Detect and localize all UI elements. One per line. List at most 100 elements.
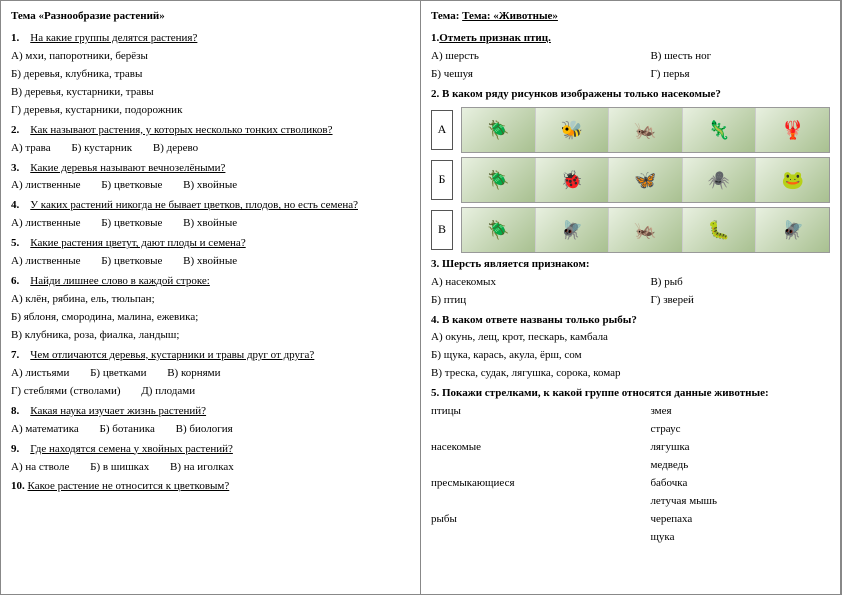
q7: 7. Чем отличаются деревья, кустарники и … [11,348,410,364]
rq4-prompt: В каком ответе названы только рыбы? [442,314,637,326]
row-b-strip: 🪲 🐞 🦋 🕷️ 🐸 [461,157,830,203]
rq3-a: А) насекомых [431,275,650,291]
match-row: щука [431,530,830,546]
rq1-row2: Б) чешуя Г) перья [431,67,830,83]
rq1-d: Г) перья [650,67,830,83]
match-left: птицы [431,404,650,420]
q8-prompt: Какая наука изучает жизнь растений? [30,405,206,417]
q7-prompt: Чем отличаются деревья, кустарники и тра… [30,349,314,361]
q10-num: 10. [11,480,25,492]
rq1: 1.Отметь признак птиц. [431,31,830,47]
q2-a: А) трава [11,142,51,154]
q8-c: В) биология [176,423,233,435]
q5-num: 5. [11,237,19,249]
match-row: медведь [431,458,830,474]
q9: 9. Где находятся семена у хвойных растен… [11,442,410,458]
rq3-num: 3. [431,258,439,270]
match-row: рыбычерепаха [431,512,830,528]
match-row: летучая мышь [431,494,830,510]
q2: 2. Как называют растения, у которых неск… [11,123,410,139]
row-c-label: В [431,210,453,250]
right-title-text: Тема: «Животные» [462,10,558,22]
q9-opts: А) на стволе Б) в шишках В) на иголках [11,460,410,476]
q4-prompt: У каких растений никогда не бывает цветк… [30,199,358,211]
q6: 6. Найди лишнее слово в каждой строке: [11,274,410,290]
insect-icon: 🕷️ [683,158,757,202]
row-a-label: А [431,110,453,150]
q7-a: А) листьями [11,367,69,379]
insect-icon: 🪰 [756,208,829,252]
rq4-num: 4. [431,314,439,326]
q3-num: 3. [11,162,19,174]
q4: 4. У каких растений никогда не бывает цв… [11,198,410,214]
rq2: 2. В каком ряду рисунков изображены толь… [431,87,830,103]
q9-prompt: Где находятся семена у хвойных растений? [30,443,233,455]
insect-icon: 🦗 [609,208,683,252]
q1-b: Б) деревья, клубника, травы [11,67,410,83]
q4-opts: А) лиственные Б) цветковые В) хвойные [11,216,410,232]
q5: 5. Какие растения цветут, дают плоды и с… [11,236,410,252]
q3-a: А) лиственные [11,179,80,191]
q9-b: Б) в шишках [90,461,149,473]
q6-num: 6. [11,275,19,287]
q3-c: В) хвойные [183,179,237,191]
q10: 10. Какое растение не относится к цветко… [11,479,410,495]
rq1-c: В) шесть ног [650,49,830,65]
q6-b: Б) яблоня, смородина, малина, ежевика; [11,310,410,326]
q7-opts1: А) листьями Б) цветками В) корнями [11,366,410,382]
q1-a: А) мхи, папоротники, берёзы [11,49,410,65]
q3-prompt: Какие деревья называют вечнозелёными? [30,162,225,174]
insect-row-a: А 🪲 🐝 🦗 🦎 🦞 [431,107,830,153]
match-right: страус [650,422,830,438]
match-right: летучая мышь [650,494,830,510]
rq1-prompt: Отметь признак птиц. [439,32,551,44]
right-title: Тема: Тема: «Животные» [431,9,830,25]
q6-prompt: Найди лишнее слово в каждой строке: [30,275,210,287]
q6-a: А) клён, рябина, ель, тюльпан; [11,292,410,308]
rq1-row1: А) шерсть В) шесть ног [431,49,830,65]
q7-d: Г) стеблями (стволами) [11,385,121,397]
match-row: страус [431,422,830,438]
match-left [431,422,650,438]
insect-icon: 🪲 [462,108,536,152]
q5-c: В) хвойные [183,255,237,267]
q8-num: 8. [11,405,19,417]
q2-num: 2. [11,124,19,136]
q2-b: Б) кустарник [71,142,132,154]
insect-icon: 🪲 [462,158,536,202]
insect-icon: 🐛 [683,208,757,252]
q6-c: В) клубника, роза, фиалка, ландыш; [11,328,410,344]
rq3-row1: А) насекомых В) рыб [431,275,830,291]
q8-a: А) математика [11,423,79,435]
rq3-row2: Б) птиц Г) зверей [431,293,830,309]
match-left [431,458,650,474]
q4-num: 4. [11,199,19,211]
match-row: пресмыкающиесябабочка [431,476,830,492]
insect-icon: 🐸 [756,158,829,202]
q7-e: Д) плодами [141,385,195,397]
q8-opts: А) математика Б) ботаника В) биология [11,422,410,438]
row-b-label: Б [431,160,453,200]
match-right: лягушка [650,440,830,456]
q10-prompt: Какое растение не относится к цветковым? [28,480,230,492]
insect-row-b: Б 🪲 🐞 🦋 🕷️ 🐸 [431,157,830,203]
rq1-b: Б) чешуя [431,67,650,83]
q4-b: Б) цветковые [101,217,162,229]
insect-icon: 🦞 [756,108,829,152]
q7-b: Б) цветками [90,367,146,379]
q7-c: В) корнями [167,367,220,379]
rq1-num: 1. [431,32,439,44]
rq5: 5. Покажи стрелками, к какой группе отно… [431,386,830,402]
match-left [431,530,650,546]
q8: 8. Какая наука изучает жизнь растений? [11,404,410,420]
q9-num: 9. [11,443,19,455]
left-column: Тема «Разнообразие растений» 1. На какие… [1,1,421,594]
q1-d: Г) деревья, кустарники, подорожник [11,103,410,119]
q2-prompt: Как называют растения, у которых несколь… [30,124,332,136]
match-right: щука [650,530,830,546]
insect-icon: 🪰 [536,208,610,252]
q7-opts2: Г) стеблями (стволами) Д) плодами [11,384,410,400]
rq3-prompt: Шерсть является признаком: [442,258,590,270]
q1-c: В) деревья, кустарники, травы [11,85,410,101]
rq4-c: В) треска, судак, лягушка, сорока, комар [431,366,830,382]
